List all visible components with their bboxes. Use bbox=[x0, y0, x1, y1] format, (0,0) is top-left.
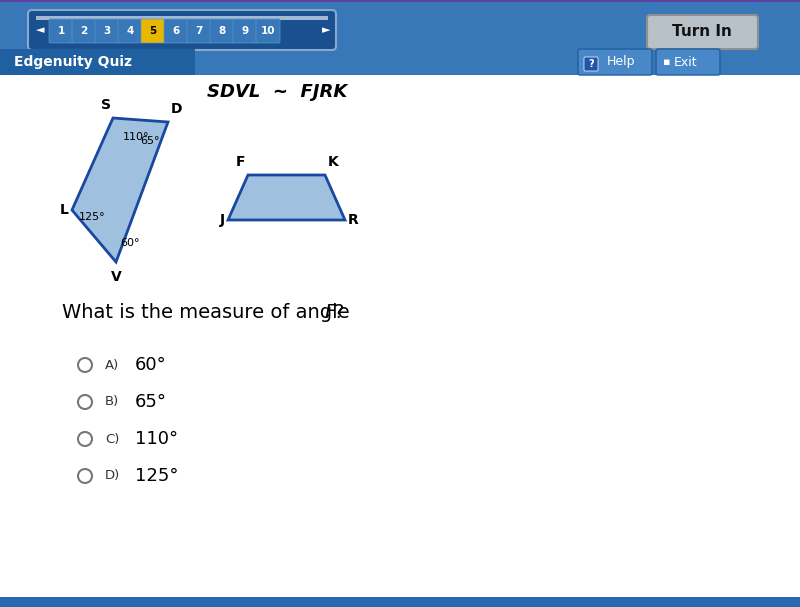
Polygon shape bbox=[228, 175, 345, 220]
Text: SDVL  ~  FJRK: SDVL ~ FJRK bbox=[207, 83, 347, 101]
FancyBboxPatch shape bbox=[256, 19, 280, 43]
Text: 1: 1 bbox=[58, 26, 65, 36]
Text: 125°: 125° bbox=[135, 467, 178, 485]
FancyBboxPatch shape bbox=[0, 75, 800, 597]
Text: 125°: 125° bbox=[79, 212, 106, 222]
Text: 3: 3 bbox=[103, 26, 110, 36]
Text: 4: 4 bbox=[126, 26, 134, 36]
Text: 110°: 110° bbox=[123, 132, 150, 142]
FancyBboxPatch shape bbox=[0, 49, 800, 75]
FancyBboxPatch shape bbox=[95, 19, 119, 43]
FancyBboxPatch shape bbox=[647, 15, 758, 49]
Text: ►: ► bbox=[322, 25, 330, 35]
Text: What is the measure of angle: What is the measure of angle bbox=[62, 302, 356, 322]
FancyBboxPatch shape bbox=[0, 0, 800, 7]
FancyBboxPatch shape bbox=[141, 19, 165, 43]
Text: D): D) bbox=[105, 469, 120, 483]
FancyBboxPatch shape bbox=[187, 19, 211, 43]
Text: Edgenuity Quiz: Edgenuity Quiz bbox=[14, 55, 132, 69]
FancyBboxPatch shape bbox=[164, 19, 188, 43]
Text: 10: 10 bbox=[261, 26, 275, 36]
FancyBboxPatch shape bbox=[584, 57, 598, 71]
Text: ▪: ▪ bbox=[663, 57, 670, 67]
Text: Turn In: Turn In bbox=[672, 24, 732, 39]
Text: D: D bbox=[171, 102, 182, 116]
Text: 60°: 60° bbox=[135, 356, 166, 374]
Text: B): B) bbox=[105, 396, 119, 409]
Text: Exit: Exit bbox=[674, 55, 698, 69]
FancyBboxPatch shape bbox=[210, 19, 234, 43]
Text: 6: 6 bbox=[172, 26, 180, 36]
Text: ?: ? bbox=[588, 59, 594, 69]
FancyBboxPatch shape bbox=[28, 10, 336, 50]
FancyBboxPatch shape bbox=[72, 19, 96, 43]
FancyBboxPatch shape bbox=[118, 19, 142, 43]
FancyBboxPatch shape bbox=[36, 16, 328, 20]
Text: 9: 9 bbox=[242, 26, 249, 36]
Text: F: F bbox=[324, 302, 335, 322]
FancyBboxPatch shape bbox=[0, 49, 195, 75]
FancyBboxPatch shape bbox=[656, 49, 720, 75]
Circle shape bbox=[78, 469, 92, 483]
Text: 5: 5 bbox=[150, 26, 157, 36]
Text: F: F bbox=[235, 155, 245, 169]
Text: 7: 7 bbox=[195, 26, 202, 36]
Text: 60°: 60° bbox=[120, 238, 139, 248]
Polygon shape bbox=[72, 118, 168, 262]
Circle shape bbox=[78, 395, 92, 409]
Text: J: J bbox=[220, 213, 225, 227]
Text: C): C) bbox=[105, 433, 119, 446]
Text: K: K bbox=[328, 155, 338, 169]
Text: A): A) bbox=[105, 359, 119, 371]
Text: Help: Help bbox=[607, 55, 635, 69]
Text: L: L bbox=[60, 203, 69, 217]
Text: 65°: 65° bbox=[135, 393, 167, 411]
Text: S: S bbox=[101, 98, 111, 112]
Circle shape bbox=[78, 358, 92, 372]
FancyBboxPatch shape bbox=[49, 19, 73, 43]
Circle shape bbox=[78, 432, 92, 446]
Text: R: R bbox=[348, 213, 358, 227]
Text: ◄: ◄ bbox=[36, 25, 44, 35]
Text: 110°: 110° bbox=[135, 430, 178, 448]
Text: V: V bbox=[110, 270, 122, 284]
FancyBboxPatch shape bbox=[0, 597, 800, 607]
Text: 8: 8 bbox=[218, 26, 226, 36]
Text: 2: 2 bbox=[80, 26, 88, 36]
FancyBboxPatch shape bbox=[0, 2, 800, 52]
Text: ?: ? bbox=[334, 302, 344, 322]
Text: 65°: 65° bbox=[140, 136, 159, 146]
FancyBboxPatch shape bbox=[233, 19, 257, 43]
Text: ?: ? bbox=[585, 55, 592, 69]
FancyBboxPatch shape bbox=[578, 49, 652, 75]
